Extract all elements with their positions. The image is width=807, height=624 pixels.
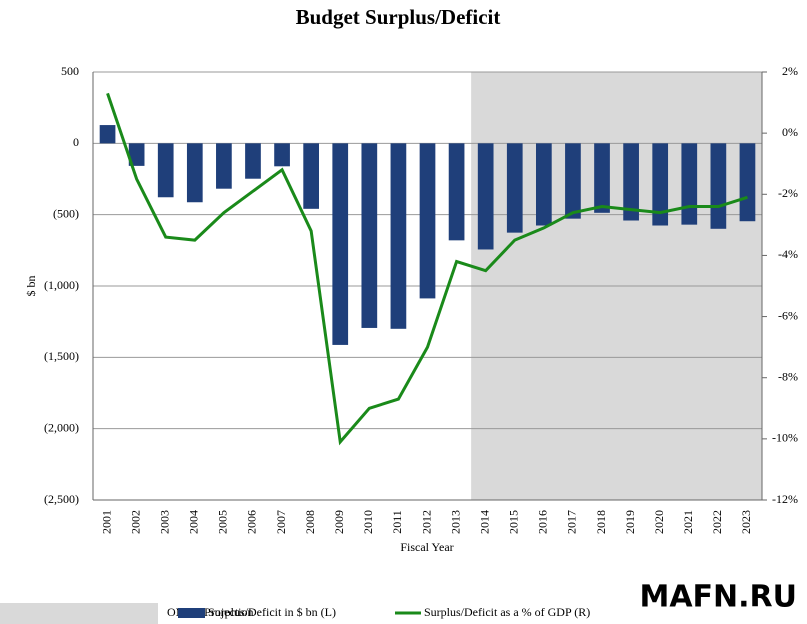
bar — [448, 143, 465, 241]
y2-tick-label: -8% — [778, 369, 798, 383]
legend-label: Surplus/Deficit in $ bn (L) — [208, 605, 336, 619]
bar — [565, 143, 581, 219]
bar — [332, 143, 349, 345]
y2-tick-label: -2% — [778, 186, 798, 200]
bar — [535, 143, 552, 226]
x-tick-label: 2018 — [594, 510, 608, 534]
bar — [245, 143, 261, 179]
bar — [390, 143, 407, 329]
x-tick-label: 2006 — [245, 510, 259, 534]
bar — [128, 143, 145, 166]
x-tick-label: 2001 — [99, 510, 113, 534]
x-tick-label: 2010 — [361, 510, 375, 534]
x-tick-label: 2014 — [477, 510, 491, 534]
line — [106, 92, 748, 446]
x-tick-label: 2007 — [274, 510, 288, 534]
chart-title: Budget Surplus/Deficit — [296, 5, 501, 29]
y-tick-label: (1,500) — [44, 349, 79, 363]
bar — [477, 143, 494, 250]
y2-tick-label: 2% — [782, 64, 798, 78]
x-tick-label: 2022 — [710, 510, 724, 534]
bar — [506, 143, 523, 233]
x-tick-label: 2016 — [536, 510, 550, 534]
x-tick-label: 2021 — [681, 510, 695, 534]
x-tick-label: 2008 — [303, 510, 317, 534]
bar — [739, 143, 756, 222]
y2-tick-label: -12% — [772, 492, 798, 506]
y-tick-label: 500 — [61, 64, 79, 78]
x-tick-label: 2015 — [507, 510, 521, 534]
x-tick-label: 2005 — [216, 510, 230, 534]
y-tick-label: (1,000) — [44, 278, 79, 292]
watermark: MAFN.RU — [639, 580, 797, 615]
bar — [186, 143, 203, 203]
x-tick-label: 2012 — [419, 510, 433, 534]
bar — [594, 143, 610, 213]
y-tick-label: 0 — [73, 135, 79, 149]
x-tick-label: 2011 — [390, 510, 404, 534]
y-axis-title: $ bn — [24, 276, 38, 297]
x-tick-label: 2004 — [187, 510, 201, 534]
y2-tick-label: -4% — [778, 247, 798, 261]
bar — [216, 143, 232, 189]
x-tick-label: 2013 — [448, 510, 462, 534]
bar — [419, 143, 436, 299]
x-tick-label: 2019 — [623, 510, 637, 534]
x-axis-title: Fiscal Year — [400, 540, 453, 554]
bar — [361, 143, 378, 328]
bar — [274, 143, 290, 167]
x-tick-label: 2017 — [565, 510, 579, 534]
y2-tick-label: -6% — [778, 308, 798, 322]
y-tick-label: (500) — [53, 206, 79, 220]
x-tick-label: 2002 — [128, 510, 142, 534]
x-tick-label: 2023 — [739, 510, 753, 534]
y2-tick-label: 0% — [782, 125, 798, 139]
bar — [652, 143, 669, 226]
bar — [681, 143, 698, 225]
legend-swatch — [0, 603, 158, 624]
y2-tick-label: -10% — [772, 431, 798, 445]
legend-label: Surplus/Deficit as a % of GDP (R) — [424, 605, 590, 619]
x-tick-label: 2009 — [332, 510, 346, 534]
bar — [303, 143, 320, 209]
x-tick-label: 2020 — [652, 510, 666, 534]
bar — [157, 143, 174, 198]
bar — [623, 143, 639, 221]
y-tick-label: (2,000) — [44, 420, 79, 434]
bar — [99, 125, 116, 144]
x-tick-label: 2003 — [157, 510, 171, 534]
legend-swatch — [178, 608, 205, 618]
bar — [710, 143, 727, 229]
y-tick-label: (2,500) — [44, 492, 79, 506]
